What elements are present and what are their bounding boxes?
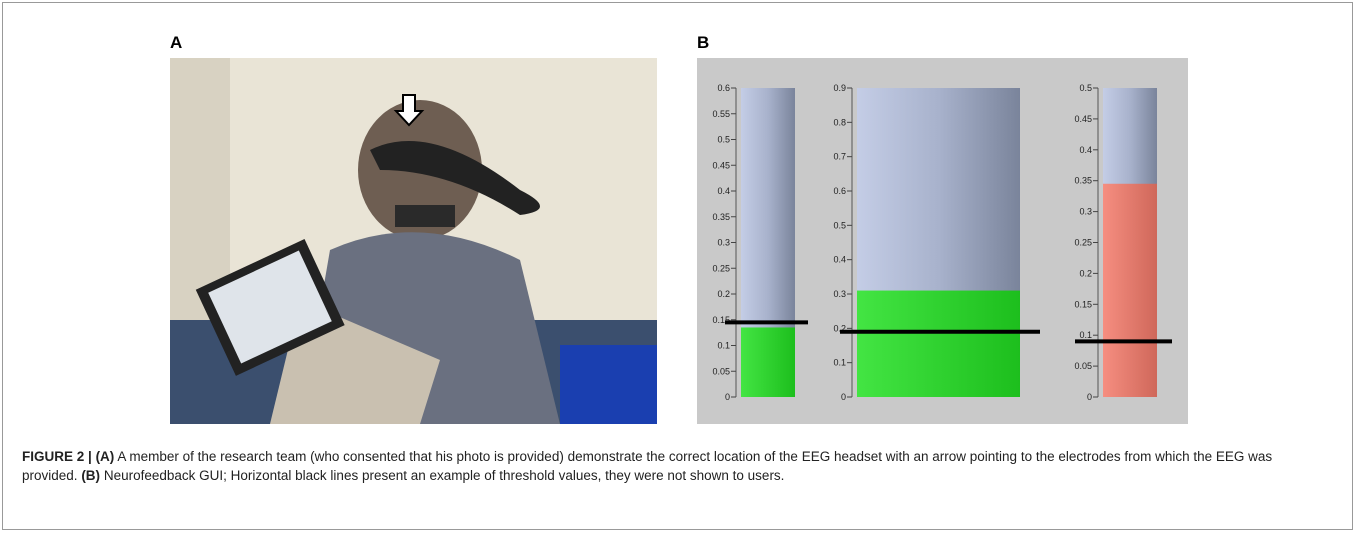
y-tick-label: 0.6	[833, 186, 846, 196]
y-tick-label: 0.1	[833, 358, 846, 368]
caption-tag: (A)	[96, 449, 115, 464]
y-tick-label: 0.25	[712, 263, 730, 273]
y-tick-label: 0.35	[1074, 176, 1092, 186]
caption-text: Neurofeedback GUI; Horizontal black line…	[104, 468, 785, 483]
figure-panels: A B 0 0.05 0.1 0.15 0.2 0.25 0.3 0.35 0.4 0.45 0.5…	[0, 0, 1357, 440]
y-tick-label: 0.3	[1079, 207, 1092, 217]
y-tick-label: 0.5	[717, 135, 730, 145]
caption: FIGURE 2 | (A) A member of the research …	[22, 447, 1322, 485]
caption-tag: (B)	[81, 468, 100, 483]
y-tick-label: 0.4	[1079, 145, 1092, 155]
y-tick-label: 0.9	[833, 83, 846, 93]
y-tick-label: 0.25	[1074, 238, 1092, 248]
y-tick-label: 0.4	[717, 186, 730, 196]
y-tick-label: 0.05	[712, 366, 730, 376]
panel-label: B	[697, 33, 709, 52]
y-tick-label: 0.1	[1079, 330, 1092, 340]
bar-shade	[857, 291, 1020, 397]
y-tick-label: 0	[841, 392, 846, 402]
y-tick-label: 0.35	[712, 212, 730, 222]
y-tick-label: 0.2	[1079, 268, 1092, 278]
y-tick-label: 0.45	[712, 160, 730, 170]
bar-shade	[741, 327, 795, 397]
photo	[170, 58, 657, 424]
y-tick-label: 0.2	[717, 289, 730, 299]
y-tick-label: 0.4	[833, 255, 846, 265]
y-tick-label: 0.55	[712, 109, 730, 119]
y-tick-label: 0	[1087, 392, 1092, 402]
panel-label: A	[170, 33, 182, 52]
y-tick-label: 0.5	[1079, 83, 1092, 93]
y-tick-label: 0.8	[833, 117, 846, 127]
y-tick-label: 0.45	[1074, 114, 1092, 124]
y-tick-label: 0.05	[1074, 361, 1092, 371]
y-tick-label: 0.5	[833, 220, 846, 230]
y-tick-label: 0.15	[1074, 299, 1092, 309]
y-tick-label: 0.3	[717, 238, 730, 248]
y-tick-label: 0.6	[717, 83, 730, 93]
y-tick-label: 0.1	[717, 341, 730, 351]
figure: A B 0 0.05 0.1 0.15 0.2 0.25 0.3 0.35 0.4 0.45 0.5…	[0, 0, 1357, 534]
y-tick-label: 0	[725, 392, 730, 402]
bar-shade	[1103, 184, 1157, 397]
caption-label: FIGURE 2 |	[22, 449, 92, 464]
y-tick-label: 0.7	[833, 152, 846, 162]
y-tick-label: 0.3	[833, 289, 846, 299]
